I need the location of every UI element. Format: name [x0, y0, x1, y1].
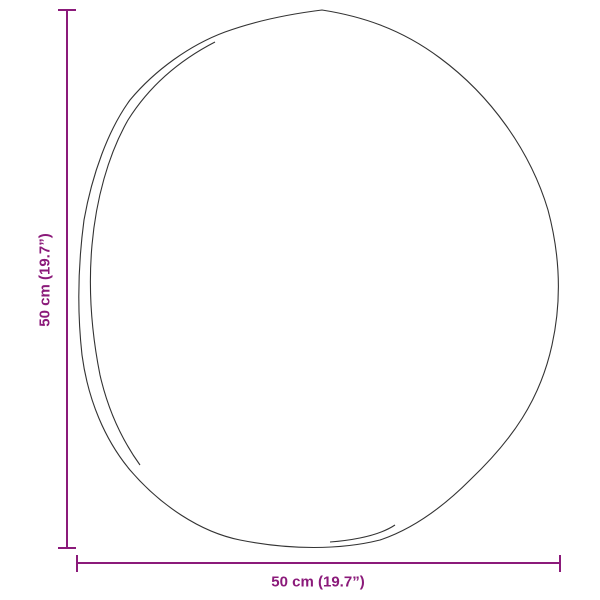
- mirror-outer-edge: [78, 9, 559, 549]
- height-dimension: [58, 9, 76, 549]
- mirror-outline: [78, 9, 559, 549]
- width-label: 50 cm (19.7”): [271, 573, 365, 591]
- mirror-bevel-bottom: [329, 524, 396, 543]
- width-dimension: [76, 555, 561, 572]
- height-label: 50 cm (19.7”): [36, 233, 54, 327]
- mirror-bevel-edge: [89, 41, 216, 466]
